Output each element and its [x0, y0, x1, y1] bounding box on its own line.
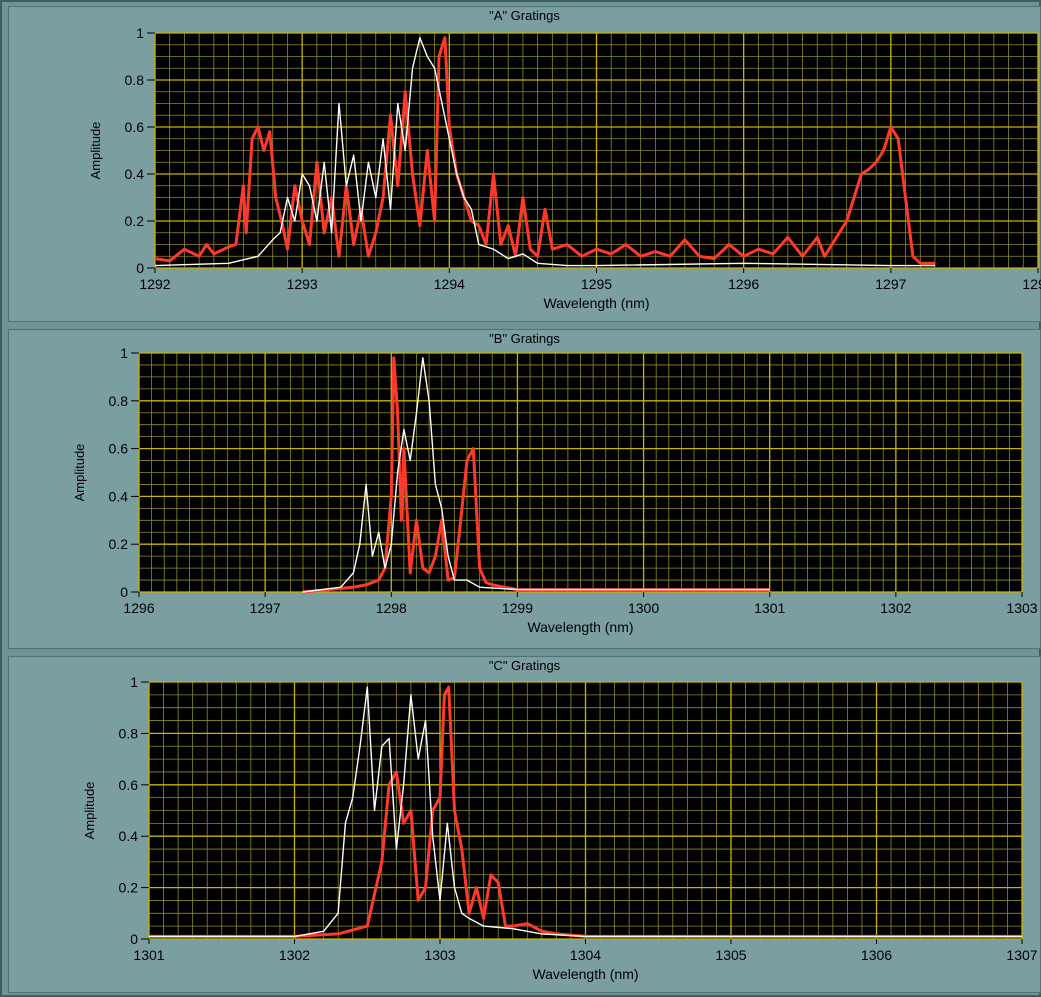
- y-tick-label: 0.8: [109, 393, 129, 409]
- x-tick-label: 1307: [1006, 947, 1037, 963]
- y-tick-label: 0.8: [119, 725, 139, 741]
- x-tick-label: 1298: [1022, 276, 1041, 292]
- major-grid: [138, 352, 1023, 593]
- y-tick-label: 1: [136, 25, 144, 41]
- series-red-line: [154, 36, 935, 265]
- chart-title: "B" Gratings: [489, 331, 560, 346]
- x-tick-label: 1297: [250, 600, 281, 616]
- series-white-line: [149, 686, 1022, 938]
- x-tick-label: 1292: [139, 276, 170, 292]
- x-tick-label: 1298: [376, 600, 407, 616]
- x-tick-label: 1299: [502, 600, 533, 616]
- x-tick-label: 1294: [434, 276, 465, 292]
- chart-panel-b: 0 0.2 0.4 0.6 0.8 1 1296 1297 1298 1299 1300 1301 13…: [8, 329, 1041, 649]
- chart-title: "A" Gratings: [489, 8, 560, 23]
- x-tick-label: 1295: [581, 276, 612, 292]
- x-tick-label: 1297: [875, 276, 906, 292]
- y-tick-label: 0.4: [119, 828, 139, 844]
- y-tick-label: 0.8: [125, 72, 145, 88]
- series-white-line: [154, 37, 935, 267]
- x-tick-label: 1301: [754, 600, 785, 616]
- y-tick-label: 0.6: [109, 441, 129, 457]
- x-axis-label: Wavelength (nm): [527, 619, 633, 635]
- x-tick-label: 1296: [123, 600, 154, 616]
- x-tick-label: 1301: [133, 947, 164, 963]
- y-tick-label: 0.4: [109, 488, 129, 504]
- x-tick-label: 1304: [570, 947, 601, 963]
- x-tick-label: 1296: [728, 276, 759, 292]
- y-axis-label: Amplitude: [82, 782, 97, 840]
- x-tick-label: 1293: [287, 276, 318, 292]
- minor-grid: [139, 353, 1022, 592]
- x-tick-label: 1303: [424, 947, 455, 963]
- x-tick-label: 1302: [880, 600, 911, 616]
- x-tick-label: 1305: [715, 947, 746, 963]
- y-axis-label: Amplitude: [88, 122, 103, 180]
- chart-panel-a: 0 0.2 0.4 0.6 0.8 1 1292 1293 1294 1295 1296 1297 12…: [8, 6, 1041, 322]
- series-red-line: [149, 685, 1022, 938]
- y-tick-label: 1: [120, 345, 128, 361]
- y-axis-label: Amplitude: [72, 444, 87, 502]
- y-tick-label: 1: [130, 674, 138, 690]
- chart-svg: 0 0.2 0.4 0.6 0.8 1 1301 1302 1303 1304 1305 1306 13…: [82, 674, 1038, 982]
- y-tick-label: 0.4: [125, 166, 145, 182]
- x-axis-label: Wavelength (nm): [543, 295, 649, 311]
- x-tick-label: 1302: [279, 947, 310, 963]
- chart-title: "C" Gratings: [488, 658, 561, 673]
- y-tick-label: 0.2: [119, 880, 139, 896]
- y-tick-label: 0.6: [119, 777, 139, 793]
- x-tick-label: 1303: [1006, 600, 1037, 616]
- chart-svg: 0 0.2 0.4 0.6 0.8 1 1292 1293 1294 1295 1296 1297 12…: [88, 25, 1041, 311]
- y-tick-label: 0: [130, 931, 138, 947]
- y-tick-label: 0.6: [125, 119, 145, 135]
- x-tick-label: 1300: [628, 600, 659, 616]
- series-white-line: [302, 357, 770, 593]
- x-axis-label: Wavelength (nm): [532, 966, 638, 982]
- chart-panel-c: 0 0.2 0.4 0.6 0.8 1 1301 1302 1303 1304 1305 1306 13…: [8, 656, 1041, 993]
- y-tick-label: 0.2: [109, 536, 129, 552]
- series-red-line: [302, 356, 770, 594]
- y-tick-label: 0: [136, 260, 144, 276]
- chart-svg: 0 0.2 0.4 0.6 0.8 1 1296 1297 1298 1299 1300 1301 13…: [72, 345, 1038, 635]
- x-tick-label: 1306: [861, 947, 892, 963]
- y-tick-label: 0: [120, 584, 128, 600]
- y-tick-label: 0.2: [125, 213, 145, 229]
